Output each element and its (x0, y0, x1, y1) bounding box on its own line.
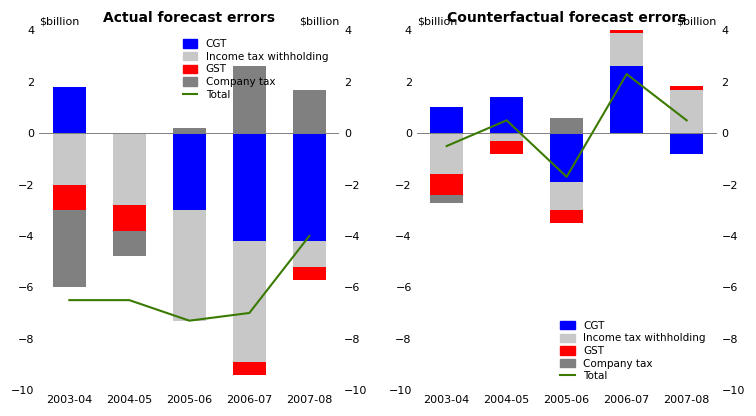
Text: $billion: $billion (39, 17, 79, 27)
Bar (293, 241, 326, 267)
Bar (53, 185, 86, 210)
Bar (430, 107, 463, 133)
Bar (550, 210, 583, 223)
Bar (293, 133, 326, 241)
Text: $billion: $billion (299, 17, 339, 27)
Bar (670, 86, 703, 89)
Bar (490, 133, 523, 141)
Bar (113, 205, 146, 231)
Bar (293, 267, 326, 280)
Bar (490, 141, 523, 154)
Bar (293, 89, 326, 133)
Bar (113, 133, 146, 205)
Bar (670, 133, 703, 154)
Bar (173, 128, 206, 133)
Text: $billion: $billion (417, 17, 457, 27)
Bar (430, 174, 463, 195)
Bar (550, 133, 583, 182)
Bar (490, 97, 523, 133)
Bar (610, 67, 643, 133)
Bar (113, 231, 146, 257)
Bar (610, 25, 643, 33)
Bar (53, 133, 86, 185)
Bar (550, 182, 583, 210)
Bar (233, 362, 266, 375)
Bar (173, 210, 206, 321)
Title: Counterfactual forecast errors: Counterfactual forecast errors (447, 11, 686, 25)
Bar (53, 210, 86, 287)
Bar (173, 133, 206, 210)
Bar (233, 133, 266, 241)
Bar (430, 195, 463, 203)
Bar (53, 87, 86, 133)
Bar (670, 89, 703, 133)
Bar (550, 118, 583, 133)
Title: Actual forecast errors: Actual forecast errors (104, 11, 275, 25)
Legend: CGT, Income tax withholding, GST, Company tax, Total: CGT, Income tax withholding, GST, Compan… (183, 39, 328, 100)
Bar (430, 133, 463, 174)
Legend: CGT, Income tax withholding, GST, Company tax, Total: CGT, Income tax withholding, GST, Compan… (560, 321, 705, 381)
Bar (233, 67, 266, 133)
Text: $billion: $billion (677, 17, 717, 27)
Bar (233, 241, 266, 362)
Bar (610, 33, 643, 67)
